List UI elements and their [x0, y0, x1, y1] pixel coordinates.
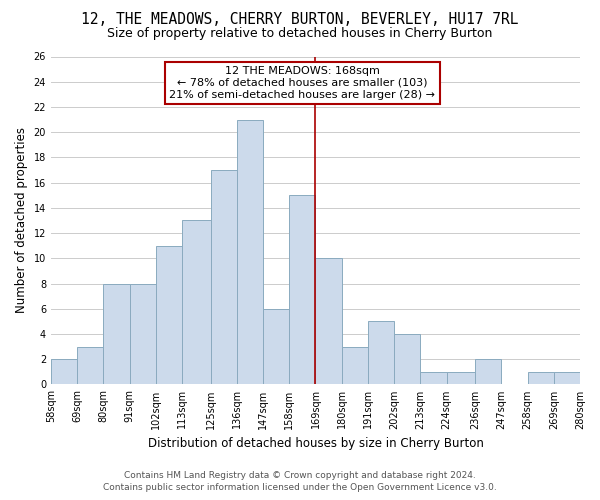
Text: Size of property relative to detached houses in Cherry Burton: Size of property relative to detached ho…	[107, 28, 493, 40]
Bar	[341, 346, 368, 385]
Text: Contains HM Land Registry data © Crown copyright and database right 2024.
Contai: Contains HM Land Registry data © Crown c…	[103, 471, 497, 492]
X-axis label: Distribution of detached houses by size in Cherry Burton: Distribution of detached houses by size …	[148, 437, 484, 450]
Bar	[554, 372, 580, 384]
Text: 12, THE MEADOWS, CHERRY BURTON, BEVERLEY, HU17 7RL: 12, THE MEADOWS, CHERRY BURTON, BEVERLEY…	[81, 12, 519, 28]
Bar	[77, 346, 103, 385]
Bar	[394, 334, 421, 384]
Bar	[421, 372, 446, 384]
Bar	[263, 309, 289, 384]
Bar	[446, 372, 475, 384]
Bar	[475, 359, 502, 384]
Bar	[237, 120, 263, 384]
Bar	[289, 195, 316, 384]
Y-axis label: Number of detached properties: Number of detached properties	[15, 128, 28, 314]
Text: 12 THE MEADOWS: 168sqm
← 78% of detached houses are smaller (103)
21% of semi-de: 12 THE MEADOWS: 168sqm ← 78% of detached…	[169, 66, 435, 100]
Bar	[211, 170, 237, 384]
Bar	[103, 284, 130, 384]
Bar	[368, 322, 394, 384]
Bar	[156, 246, 182, 384]
Bar	[182, 220, 211, 384]
Bar	[316, 258, 341, 384]
Bar	[130, 284, 156, 384]
Bar	[527, 372, 554, 384]
Bar	[51, 359, 77, 384]
